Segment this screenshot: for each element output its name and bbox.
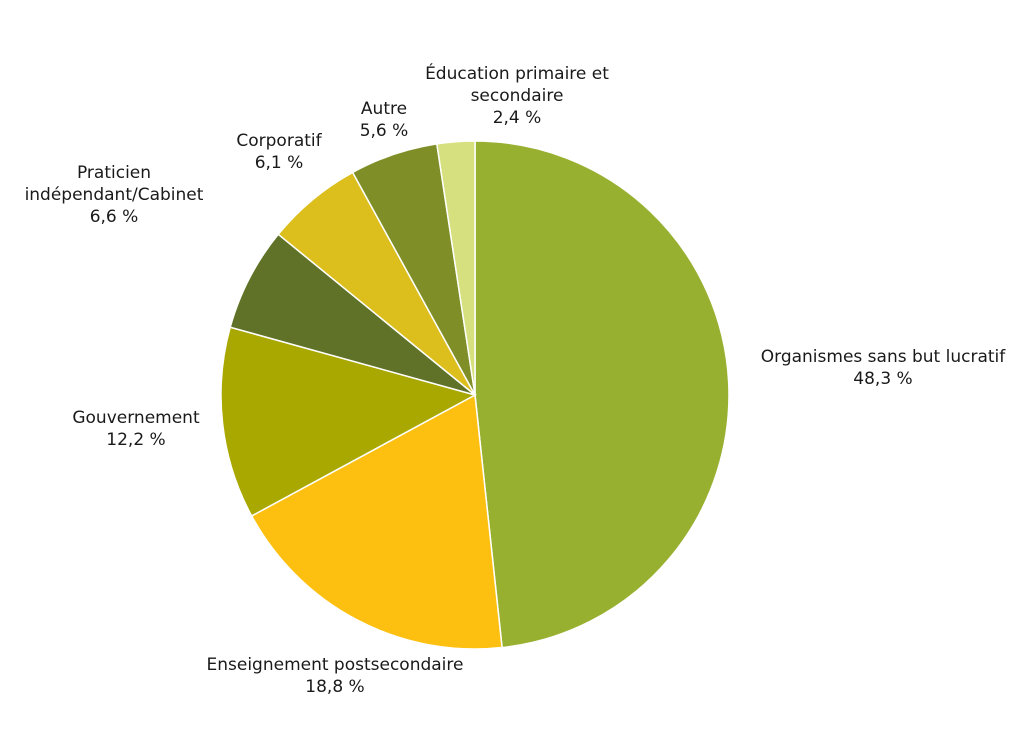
- slice-label: Enseignement postsecondaire 18,8 %: [206, 655, 463, 697]
- pie-slice: [435, 140, 476, 396]
- slice-value-label: 12,2 %: [106, 430, 165, 450]
- pie-slices: [220, 140, 730, 650]
- slice-category-label: Enseignement postsecondaire: [206, 655, 463, 675]
- slice-category-label: Corporatif: [236, 131, 322, 151]
- slice-value-label: 2,4 %: [493, 108, 542, 128]
- slice-value-label: 5,6 %: [360, 121, 409, 141]
- pie-slice: [250, 393, 503, 650]
- slice-category-label: Organismes sans but lucratif: [761, 347, 1006, 367]
- slice-value-label: 48,3 %: [853, 369, 912, 389]
- slice-label: Praticien indépendant/Cabinet 6,6 %: [25, 163, 204, 227]
- slice-category-label: indépendant/Cabinet: [25, 185, 204, 205]
- pie-slice: [220, 326, 477, 517]
- pie-slice: [474, 140, 730, 649]
- slice-category-label: Éducation primaire et: [425, 62, 609, 84]
- pie-labels: Organismes sans but lucratif 48,3 % Enseig…: [25, 62, 1007, 697]
- slice-category-label: Gouvernement: [72, 408, 200, 428]
- slice-label: Gouvernement 12,2 %: [72, 408, 200, 450]
- slice-category-label: secondaire: [471, 86, 564, 106]
- slice-category-label: Praticien: [77, 163, 151, 183]
- slice-value-label: 6,1 %: [255, 153, 304, 173]
- slice-value-label: 18,8 %: [305, 677, 364, 697]
- slice-category-label: Autre: [361, 99, 407, 119]
- slice-label: Éducation primaire et secondaire 2,4 %: [425, 62, 609, 128]
- slice-label: Corporatif 6,1 %: [236, 131, 322, 173]
- slice-value-label: 6,6 %: [90, 207, 139, 227]
- slice-label: Autre 5,6 %: [360, 99, 409, 141]
- slice-label: Organismes sans but lucratif 48,3 %: [761, 347, 1006, 389]
